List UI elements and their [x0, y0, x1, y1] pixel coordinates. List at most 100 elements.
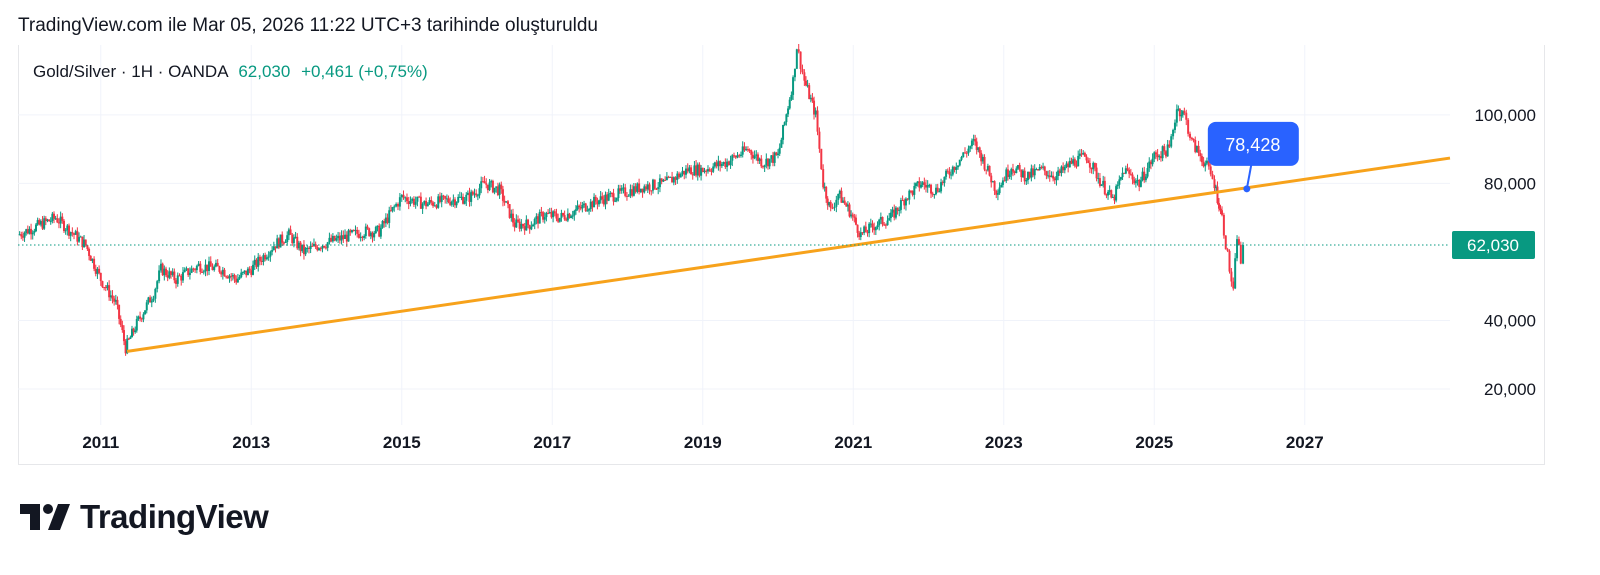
- candle-body: [846, 204, 849, 207]
- candle-body: [681, 170, 684, 175]
- candle-body: [515, 219, 518, 228]
- candle-body: [272, 246, 275, 251]
- candle-body: [470, 191, 473, 202]
- candle-body: [26, 229, 29, 234]
- candle-body: [1207, 160, 1210, 167]
- candle-body: [1082, 152, 1085, 155]
- candle-body: [889, 212, 892, 219]
- candle-body: [1148, 161, 1151, 169]
- candle-body: [770, 155, 773, 159]
- candle-body: [965, 152, 968, 154]
- candle-body: [425, 200, 428, 207]
- candle-body: [1139, 180, 1142, 187]
- candle-body: [361, 236, 364, 238]
- candle-body: [777, 153, 780, 156]
- candle-body: [103, 287, 106, 289]
- candle-body: [236, 278, 239, 283]
- x-tick-label: 2025: [1135, 433, 1173, 452]
- candle-body: [755, 154, 758, 156]
- candle-body: [230, 275, 233, 277]
- candle-body: [914, 183, 917, 187]
- logo-text: TradingView: [80, 498, 269, 535]
- candle-body: [480, 181, 483, 189]
- candle-body: [790, 94, 793, 100]
- candle-body: [948, 171, 951, 175]
- candle-body: [898, 209, 901, 211]
- candle-body: [289, 229, 292, 235]
- candle-body: [951, 166, 954, 175]
- candle-body: [859, 232, 862, 238]
- candle-body: [1230, 271, 1233, 282]
- candle-body: [168, 271, 171, 278]
- candle-body: [1232, 281, 1235, 289]
- candle-body: [919, 184, 922, 188]
- candle-body: [1010, 169, 1013, 175]
- candle-body: [543, 217, 546, 220]
- candle-body: [801, 68, 804, 73]
- candle-body: [522, 223, 525, 227]
- candle-body: [342, 235, 345, 239]
- candle-body: [81, 236, 84, 248]
- candle-body: [475, 193, 478, 196]
- candle-body: [571, 215, 574, 217]
- candle-body: [1043, 166, 1046, 172]
- candle-body: [532, 224, 535, 227]
- candle-body: [772, 155, 775, 163]
- candle-body: [722, 162, 725, 165]
- candle-body: [38, 220, 41, 225]
- chart-frame: [18, 45, 1545, 465]
- y-tick-label: 100,000: [1475, 106, 1536, 125]
- candle-body: [1123, 172, 1126, 174]
- candle-body: [89, 255, 92, 261]
- candle-body: [220, 271, 223, 275]
- candle-body: [54, 218, 57, 220]
- candle-body: [1213, 179, 1216, 189]
- candle-body: [1131, 174, 1134, 180]
- candle-body: [678, 173, 681, 178]
- candle-body: [753, 155, 756, 159]
- x-tick-label: 2023: [985, 433, 1023, 452]
- candle-body: [566, 213, 569, 221]
- candle-body: [854, 217, 857, 225]
- candle-body: [1067, 163, 1070, 168]
- candle-body: [896, 207, 899, 211]
- candle-body: [650, 190, 653, 192]
- symbol-name: Gold/Silver · 1H · OANDA: [33, 62, 228, 81]
- candle-body: [1103, 180, 1106, 195]
- candle-body: [1022, 170, 1025, 178]
- candle-body: [1045, 171, 1048, 176]
- candle-body: [416, 196, 419, 202]
- candle-body: [579, 207, 582, 209]
- candle-body: [1005, 169, 1008, 181]
- candle-body: [760, 158, 763, 167]
- candle-body: [535, 216, 538, 219]
- candle-body: [108, 285, 111, 298]
- candle-body: [1124, 168, 1127, 174]
- candle-body: [262, 255, 265, 262]
- candle-body: [995, 190, 998, 195]
- candle-body: [545, 213, 548, 218]
- candle-body: [119, 318, 122, 325]
- candle-body: [113, 298, 116, 302]
- candle-body: [109, 295, 112, 298]
- candle-body: [389, 210, 392, 212]
- candle-body: [333, 235, 336, 241]
- chart-caption: TradingView.com ile Mar 05, 2026 11:22 U…: [18, 15, 599, 36]
- candle-body: [30, 228, 33, 235]
- candle-body: [868, 223, 871, 233]
- candle-body: [156, 281, 159, 289]
- candle-body: [78, 237, 81, 242]
- candle-body: [527, 219, 530, 225]
- candle-body: [734, 155, 737, 158]
- candle-body: [18, 234, 21, 236]
- candle-body: [886, 220, 889, 226]
- candle-body: [445, 198, 448, 200]
- candle-body: [1177, 108, 1180, 110]
- candle-body: [1072, 159, 1075, 164]
- candle-body: [945, 170, 948, 177]
- candle-body: [1128, 170, 1131, 174]
- candle-body: [197, 263, 200, 266]
- candle-body: [1144, 176, 1147, 181]
- candle-body: [460, 196, 463, 198]
